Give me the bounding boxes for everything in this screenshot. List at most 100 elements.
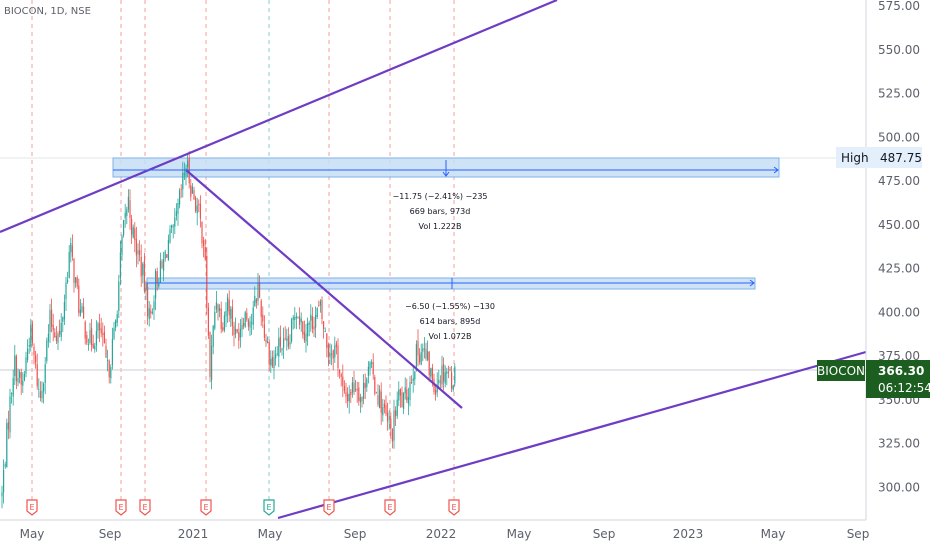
candle-86 bbox=[139, 240, 141, 262]
last-price-value: 366.30 bbox=[878, 364, 924, 378]
earnings-marker-4[interactable] bbox=[263, 499, 275, 516]
candle-3 bbox=[6, 418, 8, 468]
candle-209 bbox=[335, 340, 337, 355]
earnings-marker-6[interactable] bbox=[384, 499, 396, 516]
candle-24 bbox=[39, 381, 41, 402]
candle-204 bbox=[327, 342, 329, 367]
time-tick-2: 2021 bbox=[178, 527, 209, 541]
candle-246 bbox=[395, 406, 397, 426]
candle-178 bbox=[286, 328, 288, 351]
candle-166 bbox=[267, 336, 269, 344]
candle-79 bbox=[127, 189, 129, 213]
candle-31 bbox=[51, 298, 53, 333]
candle-161 bbox=[259, 275, 261, 299]
candle-221 bbox=[355, 379, 357, 392]
candle-183 bbox=[294, 307, 296, 329]
candle-115 bbox=[185, 164, 187, 186]
candle-264 bbox=[423, 337, 425, 359]
candle-218 bbox=[350, 389, 352, 403]
earnings-marker-5[interactable] bbox=[323, 499, 335, 516]
candle-201 bbox=[323, 321, 325, 339]
candle-222 bbox=[356, 381, 358, 403]
candle-30 bbox=[49, 303, 51, 343]
candle-59 bbox=[95, 320, 97, 352]
candle-237 bbox=[380, 382, 382, 425]
candle-266 bbox=[427, 340, 429, 362]
candle-13 bbox=[22, 372, 24, 393]
candle-146 bbox=[235, 317, 237, 339]
candle-62 bbox=[100, 317, 102, 338]
price-tick-5: 450.00 bbox=[878, 218, 920, 232]
candle-251 bbox=[403, 392, 405, 414]
earnings-marker-2[interactable] bbox=[139, 499, 151, 516]
candle-257 bbox=[412, 367, 414, 393]
candle-61 bbox=[99, 313, 101, 342]
candle-25 bbox=[41, 381, 43, 403]
earnings-marker-7[interactable] bbox=[448, 499, 460, 516]
candle-77 bbox=[124, 203, 126, 228]
candle-19 bbox=[31, 320, 33, 346]
candle-67 bbox=[108, 359, 110, 384]
candle-169 bbox=[271, 350, 273, 369]
candle-137 bbox=[220, 301, 222, 334]
candle-104 bbox=[167, 234, 169, 261]
candle-191 bbox=[307, 317, 309, 346]
earnings-marker-label-7: E bbox=[451, 503, 456, 512]
last-price-badge bbox=[866, 360, 930, 398]
descending-trendline[interactable] bbox=[185, 169, 463, 409]
candle-213 bbox=[342, 364, 344, 397]
candle-97 bbox=[156, 267, 158, 291]
candle-72 bbox=[116, 310, 118, 327]
candle-118 bbox=[190, 178, 192, 202]
candle-197 bbox=[316, 307, 318, 320]
candle-49 bbox=[79, 299, 81, 317]
candle-176 bbox=[283, 327, 285, 359]
candle-71 bbox=[115, 319, 117, 332]
candle-58 bbox=[94, 342, 96, 353]
candle-52 bbox=[84, 320, 86, 345]
time-tick-4: Sep bbox=[344, 527, 367, 541]
candle-126 bbox=[203, 236, 205, 258]
countdown-timer: 06:12:54 bbox=[878, 381, 932, 395]
candle-199 bbox=[319, 299, 321, 313]
candle-144 bbox=[231, 299, 233, 336]
candle-35 bbox=[57, 331, 59, 350]
candle-187 bbox=[300, 312, 302, 332]
candle-103 bbox=[166, 254, 168, 258]
event-grid-lines bbox=[31, 0, 455, 500]
earnings-marker-label-3: E bbox=[203, 503, 208, 512]
candle-271 bbox=[435, 386, 437, 401]
candle-256 bbox=[411, 375, 413, 384]
candle-107 bbox=[172, 224, 174, 239]
candle-162 bbox=[260, 298, 262, 326]
time-tick-3: May bbox=[258, 527, 283, 541]
earnings-marker-1[interactable] bbox=[115, 499, 127, 516]
candle-54 bbox=[87, 338, 89, 351]
candle-99 bbox=[159, 252, 161, 284]
candle-281 bbox=[451, 366, 453, 393]
upper-channel-trendline[interactable] bbox=[0, 0, 558, 234]
candle-206 bbox=[331, 344, 333, 366]
candle-273 bbox=[438, 369, 440, 389]
earnings-marker-0[interactable] bbox=[26, 499, 38, 516]
earnings-marker-label-0: E bbox=[29, 503, 34, 512]
candle-133 bbox=[214, 305, 216, 331]
lower-channel-trendline[interactable] bbox=[277, 350, 867, 520]
candle-148 bbox=[238, 323, 240, 349]
candle-53 bbox=[86, 331, 88, 346]
earnings-marker-label-2: E bbox=[142, 503, 147, 512]
time-tick-10: Sep bbox=[847, 527, 870, 541]
candle-163 bbox=[262, 306, 264, 328]
price-axis-panel bbox=[866, 0, 932, 550]
candle-247 bbox=[396, 391, 398, 419]
candle-88 bbox=[142, 262, 144, 284]
candle-239 bbox=[383, 399, 385, 414]
candle-258 bbox=[414, 371, 416, 386]
candle-93 bbox=[150, 304, 152, 319]
earnings-marker-3[interactable] bbox=[200, 499, 212, 516]
measure-1-line3: Vol 1.222B bbox=[419, 222, 462, 231]
candle-92 bbox=[148, 301, 150, 327]
measure-2-line2: 614 bars, 895d bbox=[420, 317, 481, 326]
